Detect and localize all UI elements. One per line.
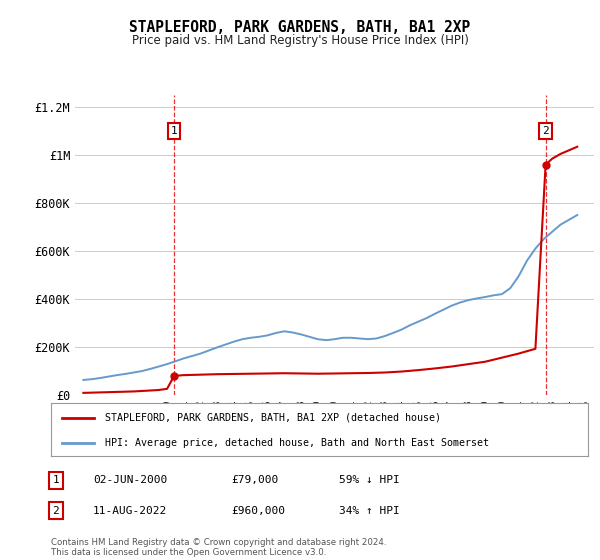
Text: 59% ↓ HPI: 59% ↓ HPI <box>339 475 400 486</box>
Text: £79,000: £79,000 <box>231 475 278 486</box>
Text: 2: 2 <box>52 506 59 516</box>
Text: Price paid vs. HM Land Registry's House Price Index (HPI): Price paid vs. HM Land Registry's House … <box>131 34 469 46</box>
Text: 34% ↑ HPI: 34% ↑ HPI <box>339 506 400 516</box>
Text: 1: 1 <box>52 475 59 486</box>
Text: Contains HM Land Registry data © Crown copyright and database right 2024.
This d: Contains HM Land Registry data © Crown c… <box>51 538 386 557</box>
Text: £960,000: £960,000 <box>231 506 285 516</box>
Text: STAPLEFORD, PARK GARDENS, BATH, BA1 2XP: STAPLEFORD, PARK GARDENS, BATH, BA1 2XP <box>130 20 470 35</box>
Text: 2: 2 <box>542 126 549 136</box>
Text: 1: 1 <box>171 126 178 136</box>
Text: HPI: Average price, detached house, Bath and North East Somerset: HPI: Average price, detached house, Bath… <box>105 438 489 448</box>
Text: 02-JUN-2000: 02-JUN-2000 <box>93 475 167 486</box>
Text: STAPLEFORD, PARK GARDENS, BATH, BA1 2XP (detached house): STAPLEFORD, PARK GARDENS, BATH, BA1 2XP … <box>105 413 441 423</box>
Text: 11-AUG-2022: 11-AUG-2022 <box>93 506 167 516</box>
